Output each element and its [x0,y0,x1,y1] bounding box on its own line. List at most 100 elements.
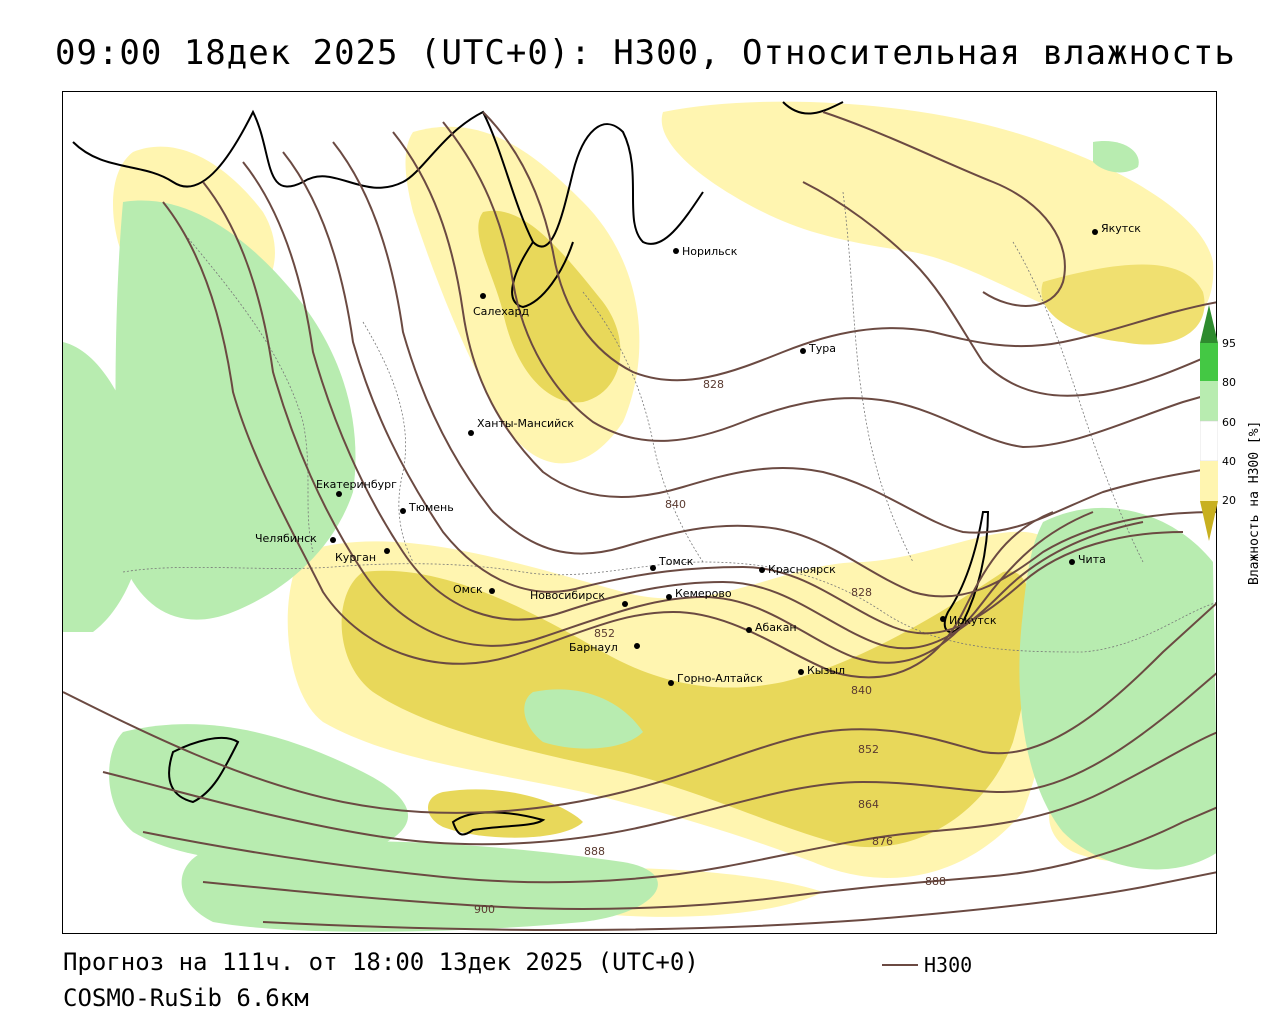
svg-text:Якутск: Якутск [1101,222,1141,235]
svg-text:Салехард: Салехард [473,305,529,318]
colorbar-bottom-triangle [1200,501,1218,541]
colorbar-band-40 [1200,461,1218,501]
contour-line [332,141,1216,598]
city-irkutsk: Иркутск [940,614,997,627]
city-tyumen: Тюмень [400,501,454,514]
map-title: 09:00 18дек 2025 (UTC+0): H300, Относите… [55,33,1236,73]
contour-label: 864 [858,798,879,811]
svg-text:Тюмень: Тюмень [408,501,454,514]
svg-text:Иркутск: Иркутск [949,614,997,627]
map-svg: 828 840 852 828 840 852 864 876 888 888 … [63,101,1216,932]
humidity-colorbar [1200,305,1218,541]
moist-area-center [524,689,643,749]
colorbar-top-triangle [1200,305,1218,343]
svg-text:Новосибирск: Новосибирск [530,589,605,602]
contour-line [242,161,1144,650]
contour-line [142,731,1216,884]
contour-line [282,151,1184,635]
colorbar-tick: 40 [1222,455,1236,468]
svg-text:Омск: Омск [453,583,483,596]
city-abakan: Абакан [746,621,797,634]
contour-line [482,111,1216,382]
svg-text:Чита: Чита [1078,553,1106,566]
city-chelyabinsk: Челябинск [255,532,336,545]
city-yekaterinburg: Екатеринбург [316,478,397,497]
svg-text:Барнаул: Барнаул [569,641,618,654]
contour-line [392,131,1216,534]
city-salekhard: Салехард [473,293,529,318]
contour-labels: 828 840 852 828 840 852 864 876 888 888 … [474,378,946,916]
colorbar-tick: 95 [1222,337,1236,350]
contour-label: 876 [872,835,893,848]
legend-label: H300 [924,953,973,977]
city-krasnoyarsk: Красноярск [759,563,836,576]
contour-label: 840 [665,498,686,511]
contour-label: 828 [703,378,724,391]
forecast-info: Прогноз на 111ч. от 18:00 13дек 2025 (UT… [63,948,699,976]
contour-line [442,121,1216,449]
svg-text:Кемерово: Кемерово [675,587,732,600]
city-tomsk: Томск [650,555,694,571]
legend-line-swatch [882,964,918,966]
weather-map: 828 840 852 828 840 852 864 876 888 888 … [62,91,1217,934]
city-novosibirsk: Новосибирск [530,589,628,607]
svg-text:Челябинск: Челябинск [255,532,317,545]
dry-area-band-core [341,570,1033,848]
moist-area-west [115,200,356,620]
contour-label: 852 [858,743,879,756]
city-kemerovo: Кемерово [666,587,732,600]
city-kyzyl: Кызыл [798,664,845,677]
city-norilsk: Норильск [673,245,738,258]
contour-label: 900 [474,903,495,916]
contour-line [202,806,1216,910]
humidity-moist-areas [63,141,1216,932]
colorbar-band-95 [1200,343,1218,381]
contour-line [822,111,1066,307]
city-chita: Чита [1069,553,1106,566]
lake-baikal [943,511,990,633]
coastline-taimyr [782,101,844,115]
city-tura: Тура [800,342,836,355]
city-barnaul: Барнаул [569,641,640,654]
contour-label: 888 [584,845,605,858]
legend: H300 [882,953,972,977]
contour-line [802,181,1216,397]
svg-text:Екатеринбург: Екатеринбург [316,478,397,491]
contour-line [262,871,1216,932]
moist-area-north [1093,141,1139,173]
city-gorno-altaysk: Горно-Алтайск [668,672,763,686]
colorbar-tick: 20 [1222,494,1236,507]
contour-label: 888 [925,875,946,888]
model-info: COSMO-RuSib 6.6км [63,984,309,1012]
city-omsk: Омск [453,583,495,596]
dry-area-east [1041,264,1205,345]
coastline-yamal [511,241,574,309]
moist-area-west-2 [63,342,146,632]
h300-contours [63,111,1216,932]
svg-text:Курган: Курган [335,551,376,564]
coastline-kara [72,109,704,248]
colorbar-band-80 [1200,381,1218,421]
dry-area-salekhard-core [478,210,621,403]
colorbar-tick: 80 [1222,376,1236,389]
contour-label: 828 [851,586,872,599]
svg-text:Ханты-Мансийск: Ханты-Мансийск [477,417,574,430]
svg-text:Абакан: Абакан [755,621,797,634]
contour-line [102,672,1216,846]
svg-text:Красноярск: Красноярск [768,563,836,576]
colorbar-band-60 [1200,420,1218,462]
city-kurgan: Курган [335,548,390,564]
contour-line [63,602,1216,814]
svg-text:Тура: Тура [808,342,836,355]
caspian-coast [168,736,240,804]
cities: Норильск Якутск Салехард Тура Ханты-Манс… [255,222,1141,686]
colorbar-tick: 60 [1222,416,1236,429]
moist-area-east [1019,507,1216,870]
contour-label: 840 [851,684,872,697]
svg-text:Томск: Томск [658,555,694,568]
city-khanty-mansiysk: Ханты-Мансийск [468,417,574,436]
city-yakutsk: Якутск [1092,222,1141,235]
contour-label: 852 [594,627,615,640]
svg-text:Горно-Алтайск: Горно-Алтайск [677,672,763,685]
svg-text:Кызыл: Кызыл [807,664,845,677]
